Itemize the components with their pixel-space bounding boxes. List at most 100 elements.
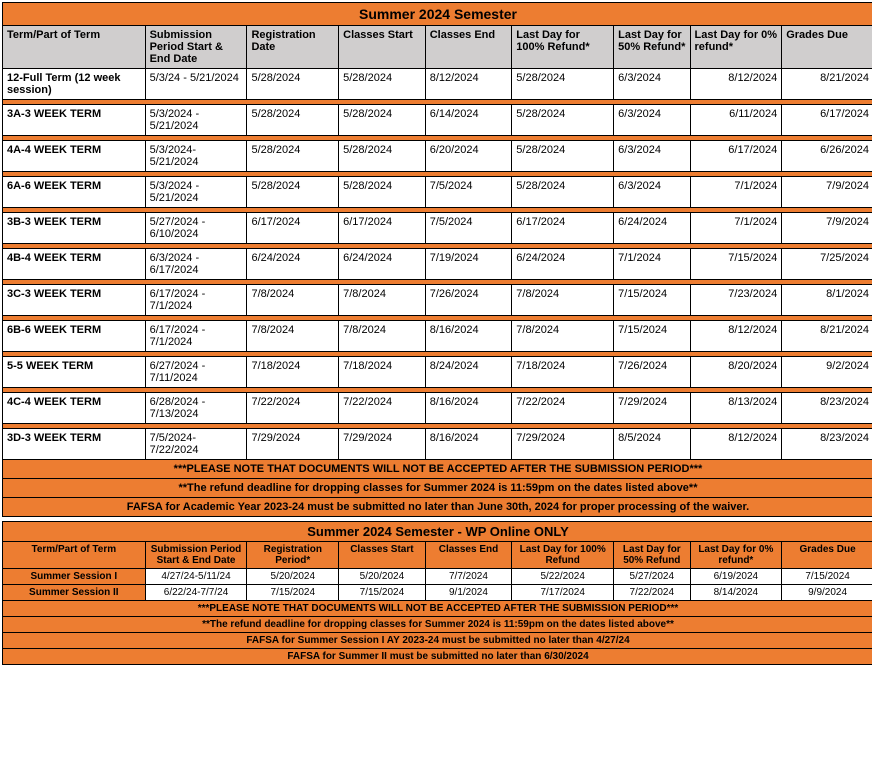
- data-cell: 6/3/2024: [614, 105, 690, 136]
- data-cell: 6/17/2024: [339, 213, 426, 244]
- data-cell: 7/15/2024: [614, 321, 690, 352]
- data-cell: 6/17/2024 - 7/1/2024: [145, 285, 247, 316]
- data-cell: 9/2/2024: [782, 357, 872, 388]
- table1-note-2: FAFSA for Academic Year 2023-24 must be …: [3, 498, 872, 517]
- data-cell: 8/5/2024: [614, 429, 690, 460]
- data-cell: 7/15/2024: [247, 585, 339, 601]
- table2-header-0: Term/Part of Term: [3, 542, 146, 569]
- data-cell: 6/17/2024: [247, 213, 339, 244]
- data-cell: 5/28/2024: [512, 141, 614, 172]
- term-cell: 4C-4 WEEK TERM: [3, 393, 146, 424]
- data-cell: 7/7/2024: [425, 569, 512, 585]
- table-row: 3A-3 WEEK TERM5/3/2024 - 5/21/20245/28/2…: [3, 105, 872, 136]
- data-cell: 6/17/2024: [690, 141, 782, 172]
- table-row: 3D-3 WEEK TERM7/5/2024- 7/22/20247/29/20…: [3, 429, 872, 460]
- data-cell: 7/1/2024: [690, 177, 782, 208]
- data-cell: 5/28/2024: [247, 177, 339, 208]
- data-cell: 6/27/2024 - 7/11/2024: [145, 357, 247, 388]
- data-cell: 7/1/2024: [614, 249, 690, 280]
- data-cell: 5/27/2024 - 6/10/2024: [145, 213, 247, 244]
- term-cell: 4B-4 WEEK TERM: [3, 249, 146, 280]
- data-cell: 7/29/2024: [512, 429, 614, 460]
- data-cell: 7/9/2024: [782, 177, 872, 208]
- data-cell: 7/8/2024: [512, 321, 614, 352]
- term-cell: 6B-6 WEEK TERM: [3, 321, 146, 352]
- table2-header-2: Registration Period*: [247, 542, 339, 569]
- data-cell: 8/1/2024: [782, 285, 872, 316]
- table2-note-0: ***PLEASE NOTE THAT DOCUMENTS WILL NOT B…: [3, 601, 872, 617]
- data-cell: 6/22/24-7/7/24: [145, 585, 247, 601]
- table1-title: Summer 2024 Semester: [3, 3, 872, 26]
- data-cell: 8/16/2024: [425, 393, 512, 424]
- table2-note-3: FAFSA for Summer II must be submitted no…: [3, 649, 872, 665]
- data-cell: 7/26/2024: [425, 285, 512, 316]
- table1-header-7: Last Day for 0% refund*: [690, 26, 782, 69]
- table-row: 4A-4 WEEK TERM5/3/2024- 5/21/2024 5/28/20…: [3, 141, 872, 172]
- data-cell: 8/16/2024: [425, 321, 512, 352]
- data-cell: 5/20/2024: [247, 569, 339, 585]
- data-cell: 5/3/2024 - 5/21/2024: [145, 177, 247, 208]
- data-cell: 7/22/2024: [247, 393, 339, 424]
- table2-header-6: Last Day for 50% Refund: [614, 542, 690, 569]
- table1-header-2: Registration Date: [247, 26, 339, 69]
- data-cell: 8/23/2024: [782, 429, 872, 460]
- data-cell: 5/28/2024: [247, 105, 339, 136]
- table1-header-8: Grades Due: [782, 26, 872, 69]
- data-cell: 8/12/2024: [690, 429, 782, 460]
- term-cell: 12-Full Term (12 week session): [3, 69, 146, 100]
- data-cell: 8/12/2024: [425, 69, 512, 100]
- term-cell: 3A-3 WEEK TERM: [3, 105, 146, 136]
- data-cell: 6/17/2024: [782, 105, 872, 136]
- data-cell: 5/20/2024: [339, 569, 426, 585]
- data-cell: 5/3/2024- 5/21/2024: [145, 141, 247, 172]
- data-cell: 5/28/2024: [339, 69, 426, 100]
- data-cell: 6/3/2024 - 6/17/2024: [145, 249, 247, 280]
- data-cell: 6/20/2024: [425, 141, 512, 172]
- data-cell: 7/29/2024: [339, 429, 426, 460]
- data-cell: 7/15/2024: [339, 585, 426, 601]
- data-cell: 9/1/2024: [425, 585, 512, 601]
- data-cell: 7/8/2024: [247, 285, 339, 316]
- term-cell: 3C-3 WEEK TERM: [3, 285, 146, 316]
- table2-header-1: Submission Period Start & End Date: [145, 542, 247, 569]
- data-cell: 6/14/2024: [425, 105, 512, 136]
- data-cell: 7/9/2024: [782, 213, 872, 244]
- table2-header-5: Last Day for 100% Refund: [512, 542, 614, 569]
- data-cell: 6/17/2024: [512, 213, 614, 244]
- table1-header-6: Last Day for 50% Refund*: [614, 26, 690, 69]
- table-row: 3C-3 WEEK TERM6/17/2024 - 7/1/20247/8/20…: [3, 285, 872, 316]
- data-cell: 7/23/2024: [690, 285, 782, 316]
- term-cell: 5-5 WEEK TERM: [3, 357, 146, 388]
- table1-note-0: ***PLEASE NOTE THAT DOCUMENTS WILL NOT B…: [3, 460, 872, 479]
- data-cell: 8/21/2024: [782, 321, 872, 352]
- data-cell: 7/17/2024: [512, 585, 614, 601]
- data-cell: 8/12/2024: [690, 69, 782, 100]
- data-cell: 8/24/2024: [425, 357, 512, 388]
- data-cell: 7/15/2024: [782, 569, 872, 585]
- term-cell: 3B-3 WEEK TERM: [3, 213, 146, 244]
- table1-header-3: Classes Start: [339, 26, 426, 69]
- data-cell: 7/25/2024: [782, 249, 872, 280]
- table1-header-5: Last Day for 100% Refund*: [512, 26, 614, 69]
- data-cell: 6/28/2024 - 7/13/2024: [145, 393, 247, 424]
- data-cell: 4/27/24-5/11/24: [145, 569, 247, 585]
- table2-note-2: FAFSA for Summer Session I AY 2023-24 mu…: [3, 633, 872, 649]
- data-cell: 7/22/2024: [512, 393, 614, 424]
- data-cell: 7/18/2024: [512, 357, 614, 388]
- table2-title: Summer 2024 Semester - WP Online ONLY: [3, 522, 872, 542]
- term-cell: 4A-4 WEEK TERM: [3, 141, 146, 172]
- data-cell: 6/26/2024: [782, 141, 872, 172]
- data-cell: 7/8/2024: [512, 285, 614, 316]
- table-row: 4C-4 WEEK TERM6/28/2024 - 7/13/20247/22/…: [3, 393, 872, 424]
- term-cell: Summer Session I: [3, 569, 146, 585]
- summer-2024-table: Summer 2024 SemesterTerm/Part of TermSub…: [2, 2, 872, 517]
- data-cell: 7/29/2024: [614, 393, 690, 424]
- table-row: Summer Session I4/27/24-5/11/245/20/2024…: [3, 569, 872, 585]
- table-row: 4B-4 WEEK TERM6/3/2024 - 6/17/20246/24/2…: [3, 249, 872, 280]
- data-cell: 6/3/2024: [614, 141, 690, 172]
- data-cell: 8/20/2024: [690, 357, 782, 388]
- data-cell: 7/15/2024: [614, 285, 690, 316]
- table-row: 5-5 WEEK TERM6/27/2024 - 7/11/2024 7/18/2…: [3, 357, 872, 388]
- data-cell: 7/8/2024: [247, 321, 339, 352]
- summer-2024-wp-online-table: Summer 2024 Semester - WP Online ONLYTer…: [2, 521, 872, 665]
